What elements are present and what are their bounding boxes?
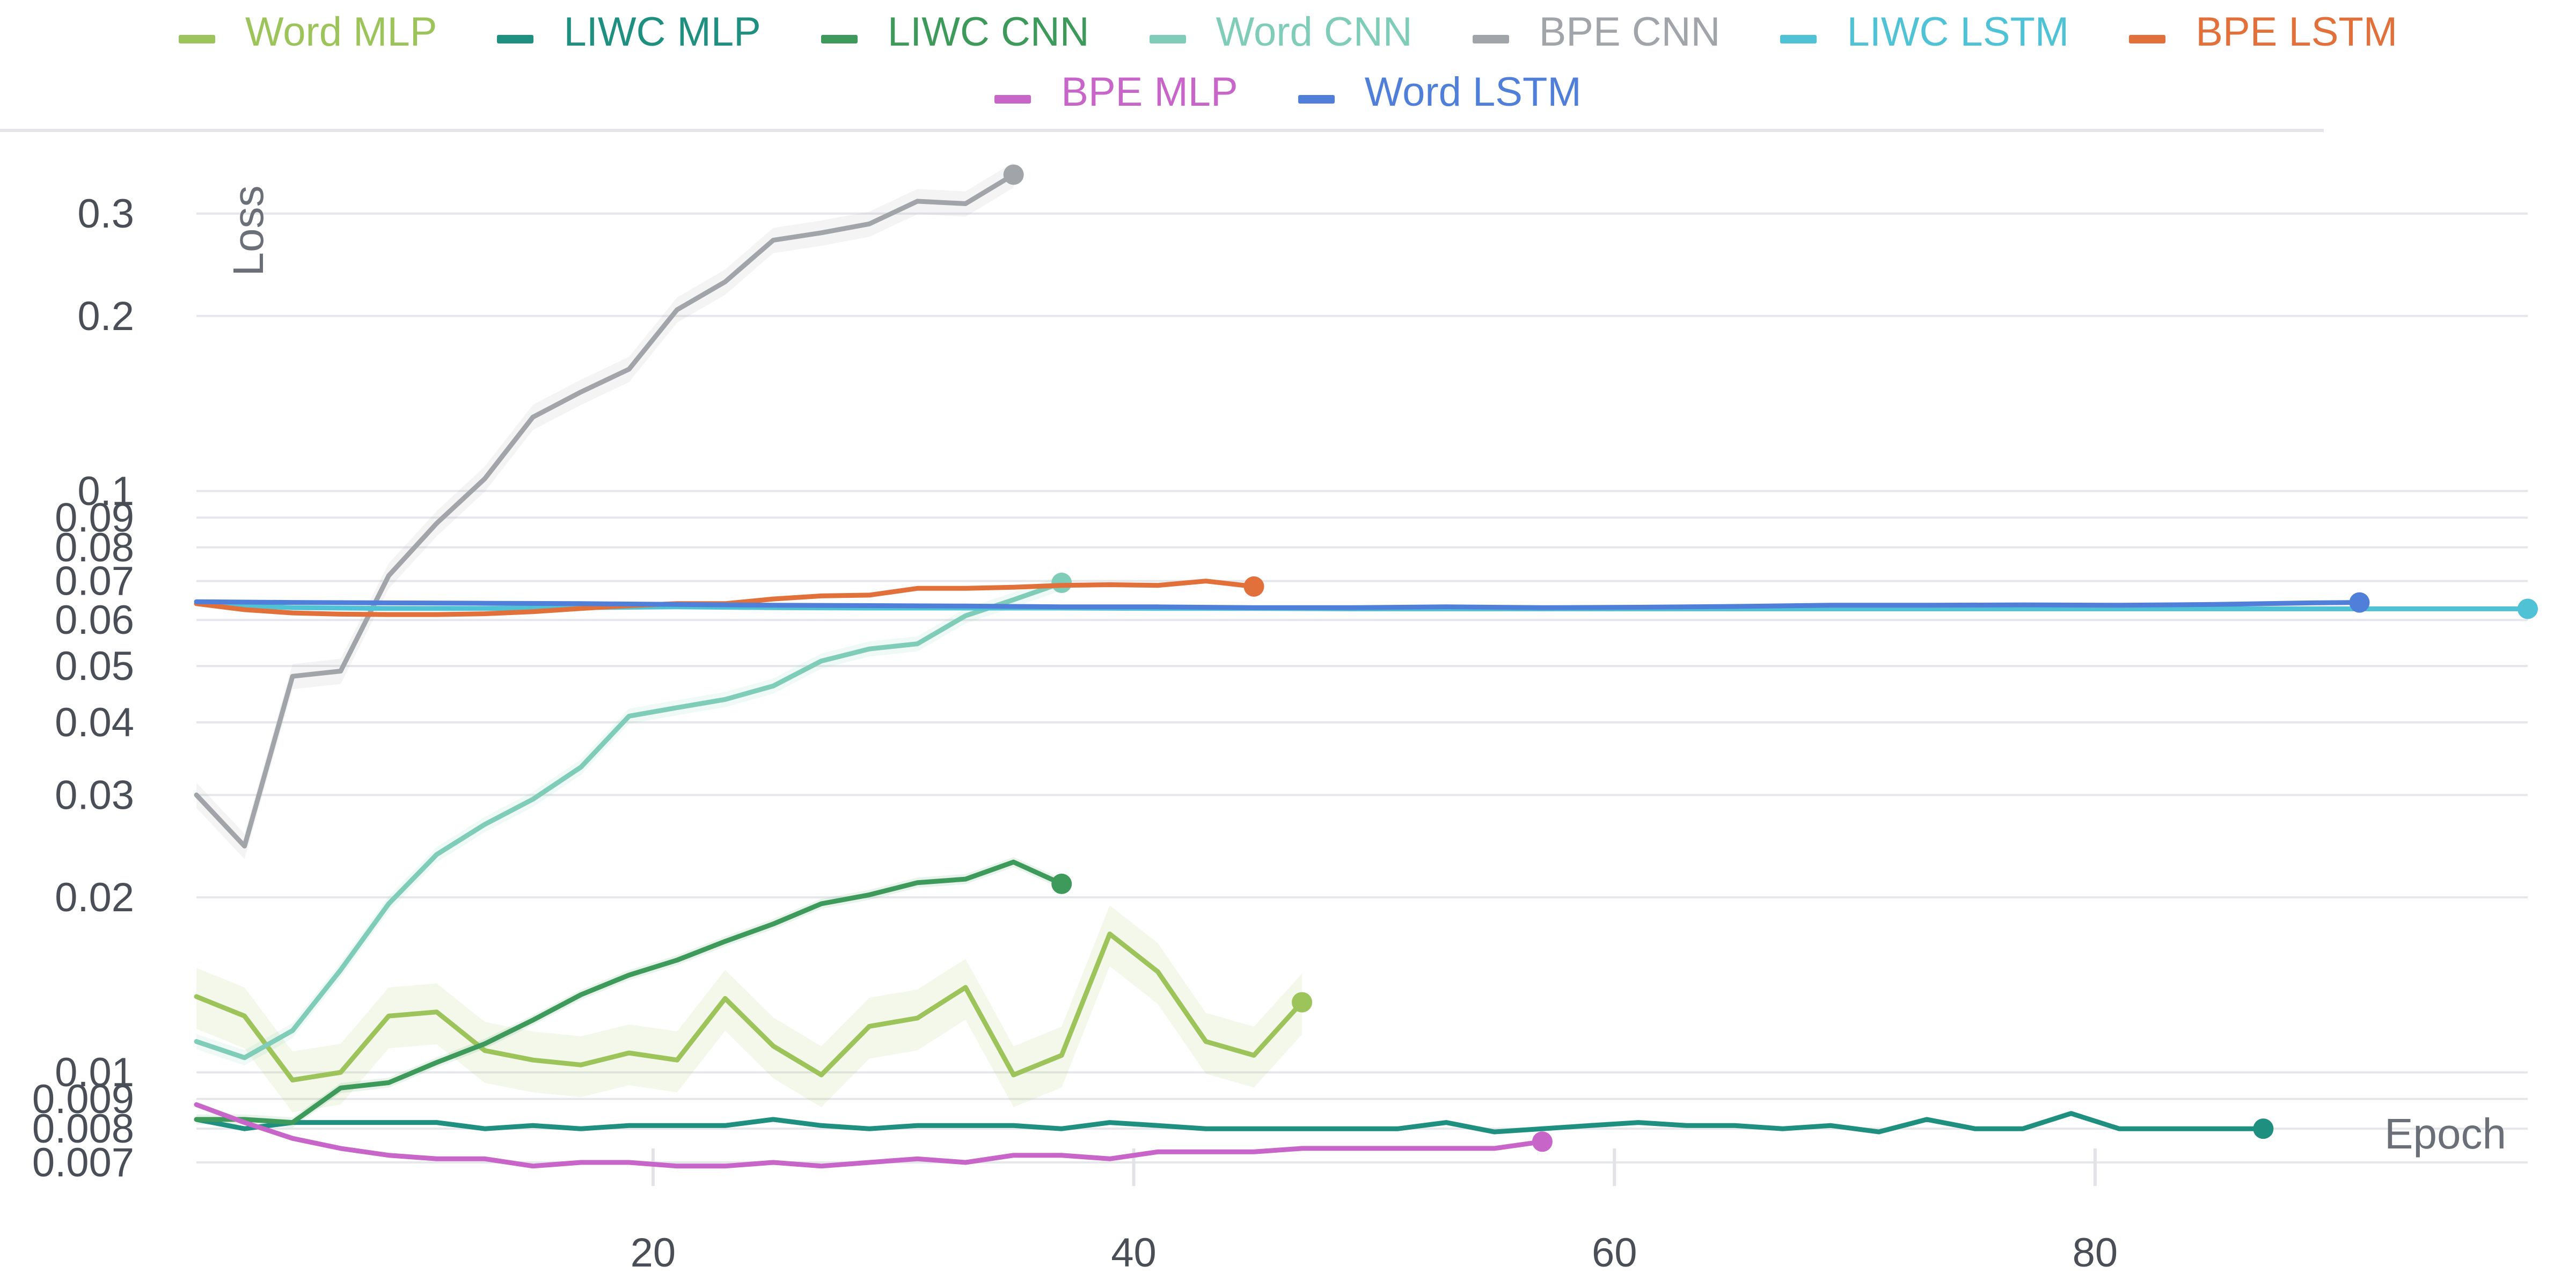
x-axis-ticks: 20 40 60 80 <box>631 1230 2118 1276</box>
legend-label: BPE MLP <box>1061 69 1238 115</box>
line-bpe-mlp[interactable] <box>194 1102 1545 1169</box>
legend-item-liwc-cnn[interactable]: LIWC CNN <box>821 12 1089 53</box>
x-axis-title: Epoch <box>2384 1110 2506 1158</box>
x-tick-label: 80 <box>2073 1230 2118 1276</box>
y-tick-label: 0.03 <box>55 772 134 818</box>
y-tick-label: 0.1 <box>77 469 134 514</box>
legend-label: LIWC LSTM <box>1847 9 2069 55</box>
legend-row-1: Word MLP LIWC MLP LIWC CNN Word CNN BPE CNN L… <box>0 12 2576 53</box>
legend-item-word-lstm[interactable]: Word LSTM <box>1298 72 1582 113</box>
endpoint-bpe-mlp[interactable] <box>1532 1131 1553 1152</box>
legend-item-bpe-cnn[interactable]: BPE CNN <box>1472 9 1721 55</box>
legend-swatch-bpe-mlp <box>994 95 1031 104</box>
legend-item-bpe-mlp[interactable]: BPE MLP <box>994 72 1238 113</box>
legend-swatch-word-mlp <box>178 35 215 43</box>
line-liwc-cnn[interactable] <box>194 859 1064 1125</box>
legend-item-word-mlp[interactable]: Word MLP <box>178 9 437 55</box>
legend-swatch-liwc-mlp <box>497 35 534 43</box>
legend-label: BPE CNN <box>1539 9 1721 55</box>
x-tick-label: 60 <box>1592 1230 1637 1276</box>
legend-swatch-liwc-cnn <box>821 35 858 43</box>
y-tick-label: 0.09 <box>55 495 134 540</box>
endpoint-liwc-lstm[interactable] <box>2518 598 2538 619</box>
legend-swatch-bpe-lstm <box>2129 35 2166 43</box>
endpoint-word-lstm[interactable] <box>2349 592 2370 613</box>
legend-swatch-word-cnn <box>1149 35 1186 43</box>
y-tick-label: 0.02 <box>55 875 134 920</box>
y-tick-label: 0.008 <box>32 1106 134 1152</box>
legend-label: LIWC CNN <box>887 9 1089 55</box>
endpoint-word-mlp[interactable] <box>1292 992 1313 1013</box>
legend-swatch-bpe-cnn <box>1472 35 1509 43</box>
line-word-cnn[interactable] <box>194 580 1064 1060</box>
endpoint-liwc-mlp[interactable] <box>2253 1118 2274 1139</box>
y-axis-ticks: 0.0070.0080.0090.010.020.030.040.050.060… <box>32 191 134 1185</box>
y-tick-label: 0.01 <box>55 1050 134 1095</box>
line-bpe-cnn[interactable] <box>194 172 1016 849</box>
y-tick-label: 0.06 <box>55 597 134 643</box>
legend-item-liwc-lstm[interactable]: LIWC LSTM <box>1780 12 2069 53</box>
y-tick-label: 0.08 <box>55 525 134 570</box>
line-word-lstm[interactable] <box>194 599 2362 610</box>
legend-divider <box>0 129 2324 132</box>
endpoint-bpe-cnn[interactable] <box>1003 164 1024 185</box>
line-word-mlp[interactable] <box>194 931 1305 1082</box>
legend-label: LIWC MLP <box>564 9 761 55</box>
y-tick-label: 0.04 <box>55 700 134 745</box>
legend-item-liwc-mlp[interactable]: LIWC MLP <box>497 9 761 55</box>
confidence-bands <box>196 162 1302 1128</box>
legend-swatch-word-lstm <box>1298 95 1335 104</box>
y-tick-label: 0.007 <box>32 1140 134 1185</box>
x-tick-label: 20 <box>631 1230 676 1276</box>
legend-label: Word MLP <box>245 9 437 55</box>
line-liwc-mlp[interactable] <box>194 1111 2266 1135</box>
legend-item-word-cnn[interactable]: Word CNN <box>1149 9 1413 55</box>
y-tick-label: 0.009 <box>32 1077 134 1122</box>
legend-row-2: BPE MLP Word LSTM <box>0 72 2576 113</box>
band-word-mlp <box>196 905 1302 1113</box>
legend-swatch-liwc-lstm <box>1780 35 1817 43</box>
y-tick-label: 0.2 <box>77 294 134 339</box>
endpoint-word-cnn[interactable] <box>1051 573 1072 594</box>
y-tick-label: 0.07 <box>55 559 134 604</box>
endpoint-bpe-lstm[interactable] <box>1243 576 1264 597</box>
legend: Word MLP LIWC MLP LIWC CNN Word CNN BPE CNN L… <box>0 0 2576 129</box>
endpoint-liwc-cnn[interactable] <box>1051 873 1072 894</box>
band-bpe-cnn <box>196 162 1014 859</box>
y-tick-label: 0.05 <box>55 643 134 689</box>
y-tick-label: 0.3 <box>77 191 134 237</box>
legend-label: Word CNN <box>1216 9 1413 55</box>
x-tick-label: 40 <box>1111 1230 1157 1276</box>
y-axis-title: Loss <box>224 186 272 276</box>
legend-item-bpe-lstm[interactable]: BPE LSTM <box>2129 12 2397 53</box>
legend-label: Word LSTM <box>1364 69 1582 115</box>
grid <box>196 213 2528 1186</box>
legend-label: BPE LSTM <box>2196 9 2398 55</box>
series-lines <box>194 164 2538 1169</box>
